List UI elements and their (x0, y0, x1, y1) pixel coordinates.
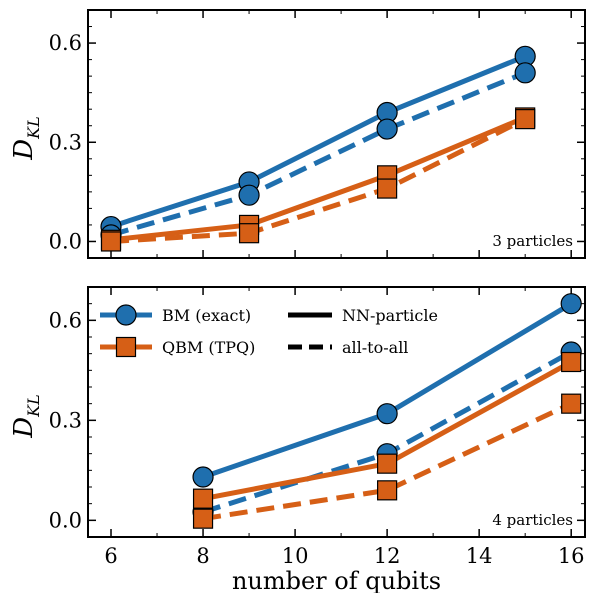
data-point-circle (238, 184, 260, 206)
data-point-circle (376, 118, 398, 140)
legend-label: all-to-all (342, 338, 408, 357)
series-line-0 (110, 53, 527, 229)
y-tick-label: 0.6 (49, 31, 82, 55)
data-point-square (100, 231, 122, 252)
data-point-circle (192, 466, 214, 488)
x-tick-label: 14 (466, 544, 493, 568)
y-tick-label: 0.3 (49, 130, 82, 154)
y-axis-label-main: D (9, 417, 39, 439)
x-axis-label: number of qubits (232, 567, 441, 593)
x-tick-label: 10 (282, 544, 309, 568)
data-point-square (515, 109, 536, 130)
series-line-3 (110, 116, 527, 244)
x-tick-label: 8 (196, 544, 209, 568)
panel-3-particles: 0.0 0.3 0.6 DKL 3 particles (9, 9, 586, 259)
y-tick-label: 0.6 (49, 308, 82, 332)
data-point-square (238, 223, 260, 244)
data-point-square (561, 393, 582, 414)
data-point-square (377, 480, 398, 501)
legend-marker-circle (115, 304, 137, 326)
x-tick-label: 6 (104, 544, 117, 568)
y-axis-label: DKL (9, 394, 43, 438)
y-tick-label: 0.0 (49, 508, 82, 532)
x-tick-label: 12 (374, 544, 401, 568)
data-point-circle (514, 62, 536, 84)
data-point-circle (560, 293, 582, 315)
panel-4-particles: 6 8 10 12 14 16 0.0 0.3 0.6 DKL number of qubits 4 … (9, 286, 586, 593)
legend: BM (exact) QBM (TPQ) NN-particle all-to-all (100, 304, 438, 358)
y-tick-label: 0.0 (49, 229, 82, 253)
y-tick-label: 0.3 (49, 408, 82, 432)
series-line-3 (202, 401, 573, 522)
legend-label: QBM (TPQ) (162, 338, 255, 357)
legend-marker-square (115, 336, 137, 358)
panel-annotation: 3 particles (492, 232, 573, 250)
series-line-2 (110, 115, 527, 243)
data-point-square (377, 178, 398, 199)
y-axis-label: DKL (9, 116, 43, 160)
panel-annotation: 4 particles (492, 511, 573, 529)
y-axis-label-main: D (9, 139, 39, 161)
data-point-square (561, 351, 582, 373)
plot-frame (87, 9, 586, 259)
x-tick-label: 16 (558, 544, 585, 568)
legend-label: BM (exact) (162, 306, 251, 325)
data-point-square (377, 453, 398, 474)
data-point-square (192, 488, 214, 509)
data-point-square (192, 508, 214, 529)
y-axis-label-sub: KL (24, 394, 43, 418)
legend-label: NN-particle (342, 306, 438, 325)
plot-frame (87, 286, 586, 538)
y-axis-label-sub: KL (24, 116, 43, 140)
data-point-circle (376, 403, 398, 425)
series-line-1 (110, 70, 527, 238)
